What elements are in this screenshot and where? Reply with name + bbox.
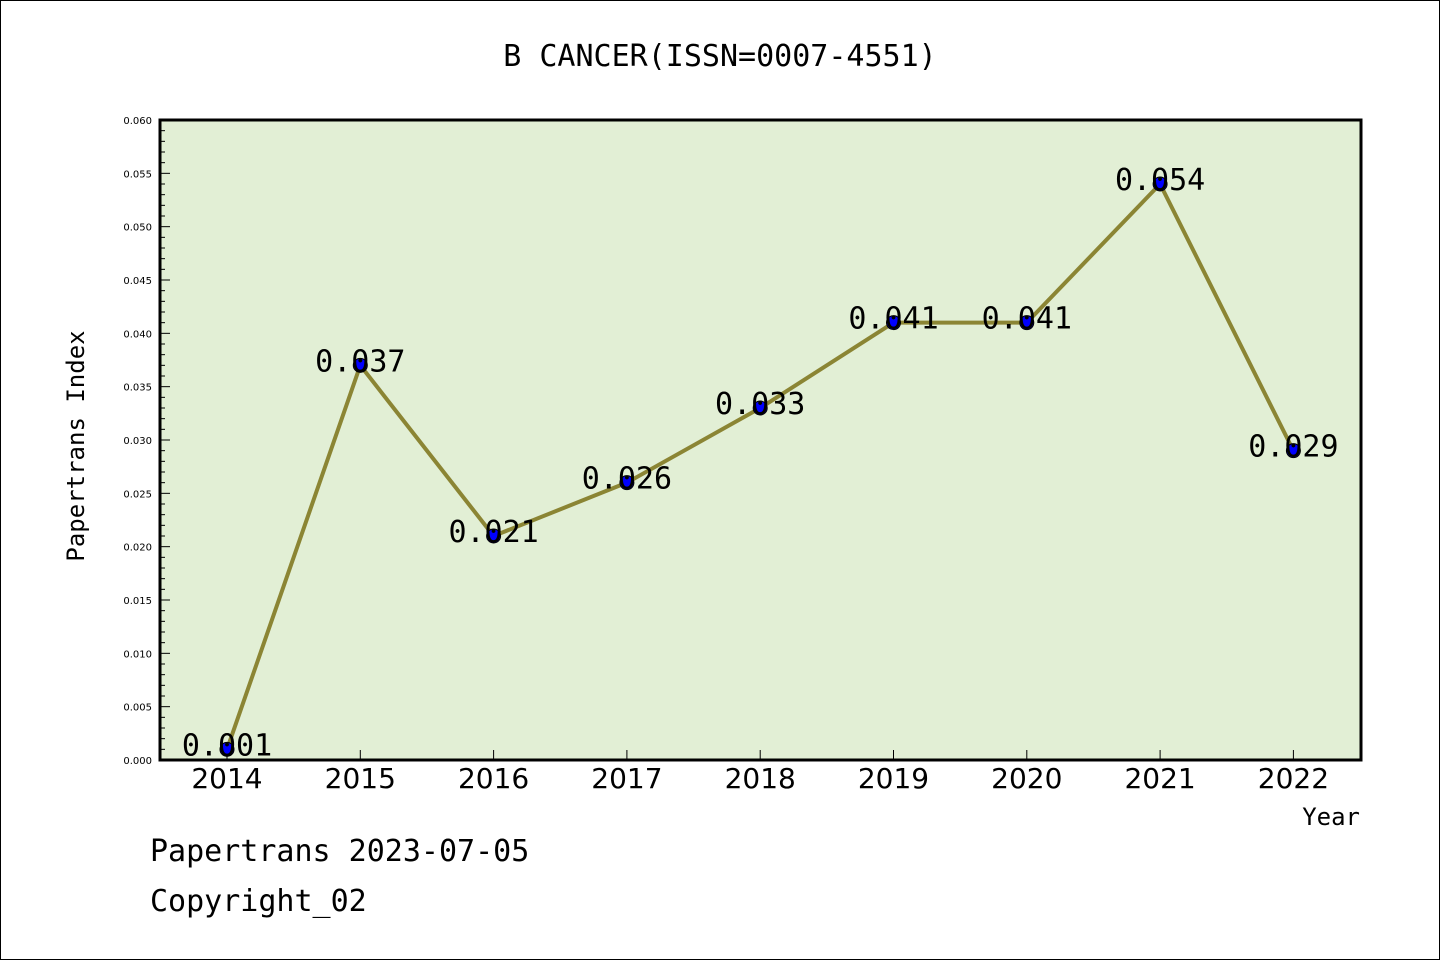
footer-date: Papertrans 2023-07-05 <box>150 834 530 869</box>
y-tick-label: 0.055 <box>123 169 152 180</box>
x-tick-label: 2021 <box>1124 762 1195 795</box>
data-labels: 0.001 0.037 0.021 0.026 0.033 0.041 0.041 0.054… <box>182 163 1339 763</box>
data-label: 0.029 <box>1248 430 1338 465</box>
data-point <box>1019 315 1035 331</box>
y-axis: 0.000 0.005 0.010 0.015 0.020 0.025 0.030 0.035… <box>123 116 170 767</box>
y-tick-label: 0.045 <box>123 276 152 287</box>
data-point <box>352 357 368 373</box>
data-label: 0.001 <box>182 728 272 763</box>
footer-copyright: Copyright_02 <box>150 884 367 919</box>
y-tick-label: 0.025 <box>123 489 152 500</box>
y-tick-label: 0.040 <box>123 329 152 340</box>
data-point <box>752 400 768 416</box>
x-axis: 2014 2015 2016 2017 2018 2019 2020 2021 2022 <box>191 750 1329 795</box>
y-tick-label: 0.030 <box>123 436 152 447</box>
x-tick-label: 2016 <box>458 762 529 795</box>
data-label: 0.054 <box>1115 163 1205 198</box>
y-tick-label: 0.015 <box>123 596 152 607</box>
x-tick-label: 2015 <box>325 762 396 795</box>
data-point <box>219 741 235 757</box>
data-label: 0.033 <box>715 387 805 422</box>
data-label: 0.041 <box>848 302 938 337</box>
data-label: 0.041 <box>982 302 1072 337</box>
chart-title: B CANCER(ISSN=0007-4551) <box>503 39 936 74</box>
data-point <box>1152 176 1168 192</box>
y-tick-label: 0.000 <box>123 756 152 767</box>
x-tick-label: 2022 <box>1258 762 1329 795</box>
data-point <box>619 475 635 491</box>
y-axis-label: Papertrans Index <box>62 330 90 561</box>
x-tick-label: 2017 <box>591 762 662 795</box>
y-tick-label: 0.020 <box>123 543 152 554</box>
data-label: 0.026 <box>582 462 672 497</box>
data-point <box>486 528 502 544</box>
data-point <box>886 315 901 331</box>
data-points <box>219 176 1301 757</box>
data-point <box>1285 443 1301 459</box>
x-tick-label: 2018 <box>725 762 796 795</box>
y-tick-label: 0.005 <box>123 703 152 714</box>
x-tick-label: 2020 <box>991 762 1062 795</box>
y-tick-label: 0.010 <box>123 649 152 660</box>
plot-area <box>158 118 1363 762</box>
x-tick-label: 2019 <box>858 762 929 795</box>
data-label: 0.037 <box>315 344 405 379</box>
x-axis-label: Year <box>1302 803 1360 831</box>
y-tick-label: 0.050 <box>123 223 152 234</box>
data-label: 0.021 <box>448 515 538 550</box>
y-tick-label: 0.035 <box>123 383 152 394</box>
y-tick-label: 0.060 <box>123 116 152 127</box>
x-tick-label: 2014 <box>191 762 262 795</box>
